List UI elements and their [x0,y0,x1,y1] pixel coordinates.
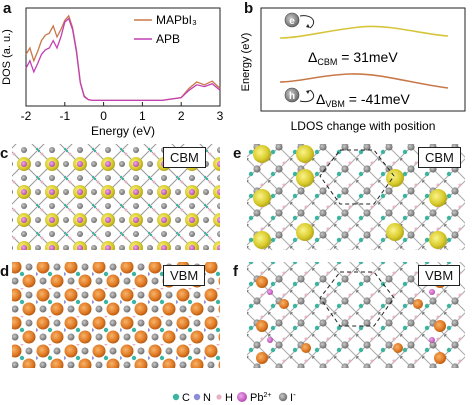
atom-legend: C N H Pb2+ I- [172,390,296,404]
panel-e-structure [247,144,465,250]
hole-icon [284,87,300,103]
legend-pb: Pb2+ [250,392,271,404]
panel-f-boundary-outline [319,271,395,327]
x-tick-label: -1 [59,109,70,123]
panel-b-schematic: e h ΔCBM = 31meV ΔVBM = -41meV Energy (e… [240,7,466,133]
x-tick-label: -2 [21,109,32,123]
lead-swatch-icon [237,392,247,402]
panel-letter-c: c [0,145,9,162]
legend-label-mapbi3: MAPbI₃ [156,13,197,27]
panel-a-frame [25,7,221,107]
series-line-mapbi3 [25,14,221,102]
hole-symbol: h [289,91,295,102]
panel-b-ylabel: Energy (eV) [240,33,252,92]
series-line-apb [25,17,221,102]
nitrogen-swatch-icon [193,393,201,401]
iodine-swatch-icon [278,392,288,402]
vbm-curve [279,73,449,89]
panel-e-boundary-outline [319,149,395,205]
electron-icon [284,12,300,28]
legend-n: N [203,392,211,404]
electron-arrow-icon [299,15,315,29]
hydrogen-swatch-icon [216,394,222,400]
tag-c-cbm: CBM [163,147,206,168]
legend-h: H [225,392,233,404]
panel-letter-d: d [0,263,10,280]
tag-f-vbm: VBM [418,265,461,286]
panel-b-frame [260,7,466,112]
hole-arrowhead-icon [306,90,310,94]
tag-e-cbm: CBM [418,147,461,168]
tag-d-vbm: VBM [163,265,206,286]
panel-a-xlabel: Energy (eV) [91,124,155,138]
hole-arrow-icon [299,89,315,103]
legend-i: I- [290,390,296,404]
x-tick-label: 2 [178,109,185,123]
x-tick-label: 0 [100,109,107,123]
x-tick-label: 1 [139,109,146,123]
panel-a-x-ticks: -2 -1 0 1 2 3 [21,102,224,123]
panel-a-ylabel: DOS (a. u.) [1,29,13,85]
panel-a-chart: -2 -1 0 1 2 3 DOS (a. u.) Energy (eV) MAPbI₃ … [1,7,224,138]
delta-cbm-text: ΔCBM = 31meV [308,49,398,67]
panel-letter-f: f [233,263,238,280]
electron-symbol: e [289,16,295,27]
panel-letter-e: e [233,145,242,162]
panel-b-xlabel: LDOS change with position [291,119,436,133]
legend-label-apb: APB [156,32,180,46]
carbon-swatch-icon [172,393,180,401]
panel-letter-a: a [3,0,12,17]
legend-c: C [182,392,190,404]
delta-vbm-text: ΔVBM = -41meV [316,91,411,109]
cbm-curve [279,25,449,39]
panel-letter-b: b [244,0,254,17]
electron-arrowhead-icon [306,24,310,28]
x-tick-label: 3 [217,109,224,123]
